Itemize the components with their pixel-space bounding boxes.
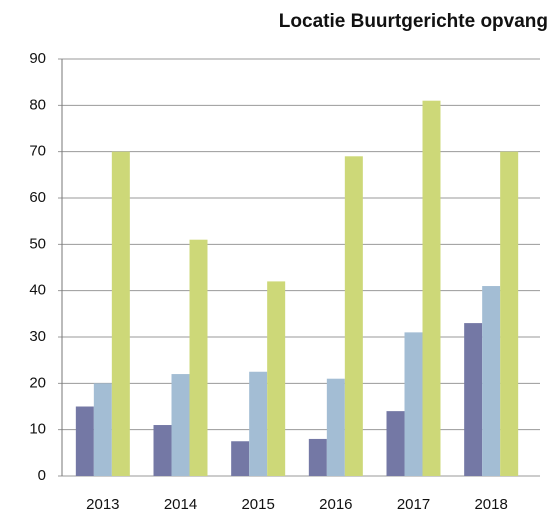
bar bbox=[308, 438, 327, 476]
bar bbox=[249, 371, 268, 476]
y-tick-label: 90 bbox=[29, 50, 46, 67]
bar bbox=[75, 406, 94, 476]
y-tick-label: 10 bbox=[29, 421, 46, 438]
bar bbox=[500, 151, 519, 476]
x-tick-label: 2018 bbox=[474, 496, 507, 513]
y-tick-label: 80 bbox=[29, 96, 46, 113]
y-tick-label: 70 bbox=[29, 143, 46, 160]
bar bbox=[111, 151, 130, 476]
y-tick-label: 20 bbox=[29, 374, 46, 391]
chart-title: Locatie Buurtgerichte opvang bbox=[279, 11, 548, 32]
bar bbox=[326, 378, 345, 476]
y-tick-label: 0 bbox=[38, 467, 46, 484]
x-tick-label: 2014 bbox=[164, 496, 197, 513]
bar bbox=[404, 332, 423, 476]
x-tick-label: 2016 bbox=[319, 496, 352, 513]
bar bbox=[464, 323, 483, 476]
y-tick-label: 30 bbox=[29, 328, 46, 345]
x-tick-label: 2013 bbox=[86, 496, 119, 513]
bar bbox=[189, 239, 208, 476]
bar bbox=[267, 281, 286, 476]
y-tick-label: 40 bbox=[29, 282, 46, 299]
x-tick-label: 2015 bbox=[241, 496, 274, 513]
y-tick-label: 50 bbox=[29, 235, 46, 252]
bar bbox=[153, 425, 172, 476]
bar bbox=[422, 100, 441, 476]
bar bbox=[93, 383, 112, 476]
y-tick-label: 60 bbox=[29, 189, 46, 206]
x-tick-label: 2017 bbox=[397, 496, 430, 513]
bar bbox=[171, 374, 190, 476]
bar bbox=[231, 441, 250, 476]
bar bbox=[386, 411, 405, 476]
bar bbox=[344, 156, 363, 477]
bar bbox=[482, 286, 501, 476]
